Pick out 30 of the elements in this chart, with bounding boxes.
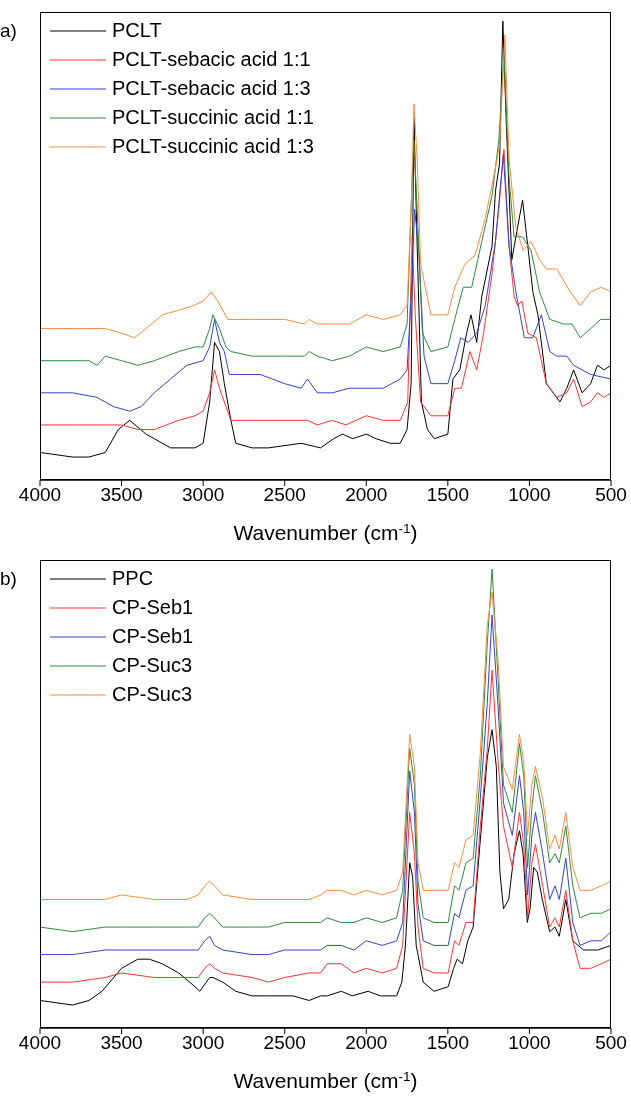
x-tick-label: 500 (595, 1032, 627, 1054)
x-tick-label: 2500 (263, 1032, 306, 1054)
x-tick-label: 3500 (100, 484, 143, 506)
x-tick-label: 500 (595, 484, 627, 506)
legend-label: CP-Seb1 (112, 595, 194, 620)
x-tick-label: 4000 (18, 484, 62, 506)
legend-label: CP-Suc3 (112, 682, 193, 707)
x-tick-label: 1000 (508, 1032, 551, 1054)
x-tick-label: 2500 (263, 484, 306, 506)
x-tick-label: 2000 (345, 1032, 388, 1054)
x-tick-label: 2000 (345, 484, 388, 506)
text: a) (0, 20, 17, 42)
x-tick-label: 1500 (426, 484, 469, 506)
legend-label: PCLT-succinic acid 1:3 (112, 134, 314, 159)
legend-label: CP-Suc3 (112, 653, 193, 678)
x-tick-label: 3500 (100, 1032, 143, 1054)
x-tick-label: 1000 (508, 484, 551, 506)
legend-label: CP-Seb1 (112, 624, 194, 649)
x-tick-label: 3000 (182, 1032, 225, 1054)
legend-label: PCLT-succinic acid 1:1 (112, 105, 314, 130)
x-tick-label: 3000 (182, 484, 225, 506)
legend-label: PCLT (112, 18, 162, 43)
legend-label: PCLT-sebacic acid 1:1 (112, 47, 311, 72)
x-tick-label: 4000 (18, 1032, 62, 1054)
text: b) (0, 568, 17, 590)
legend-label: PPC (112, 566, 154, 591)
x-tick-label: 1500 (426, 1032, 469, 1054)
x-axis-title: Wavenumber (cm$^{-1}$) (233, 1068, 418, 1092)
x-axis-title: Wavenumber (cm$^{-1}$) (233, 520, 418, 544)
legend-label: PCLT-sebacic acid 1:3 (112, 76, 311, 101)
